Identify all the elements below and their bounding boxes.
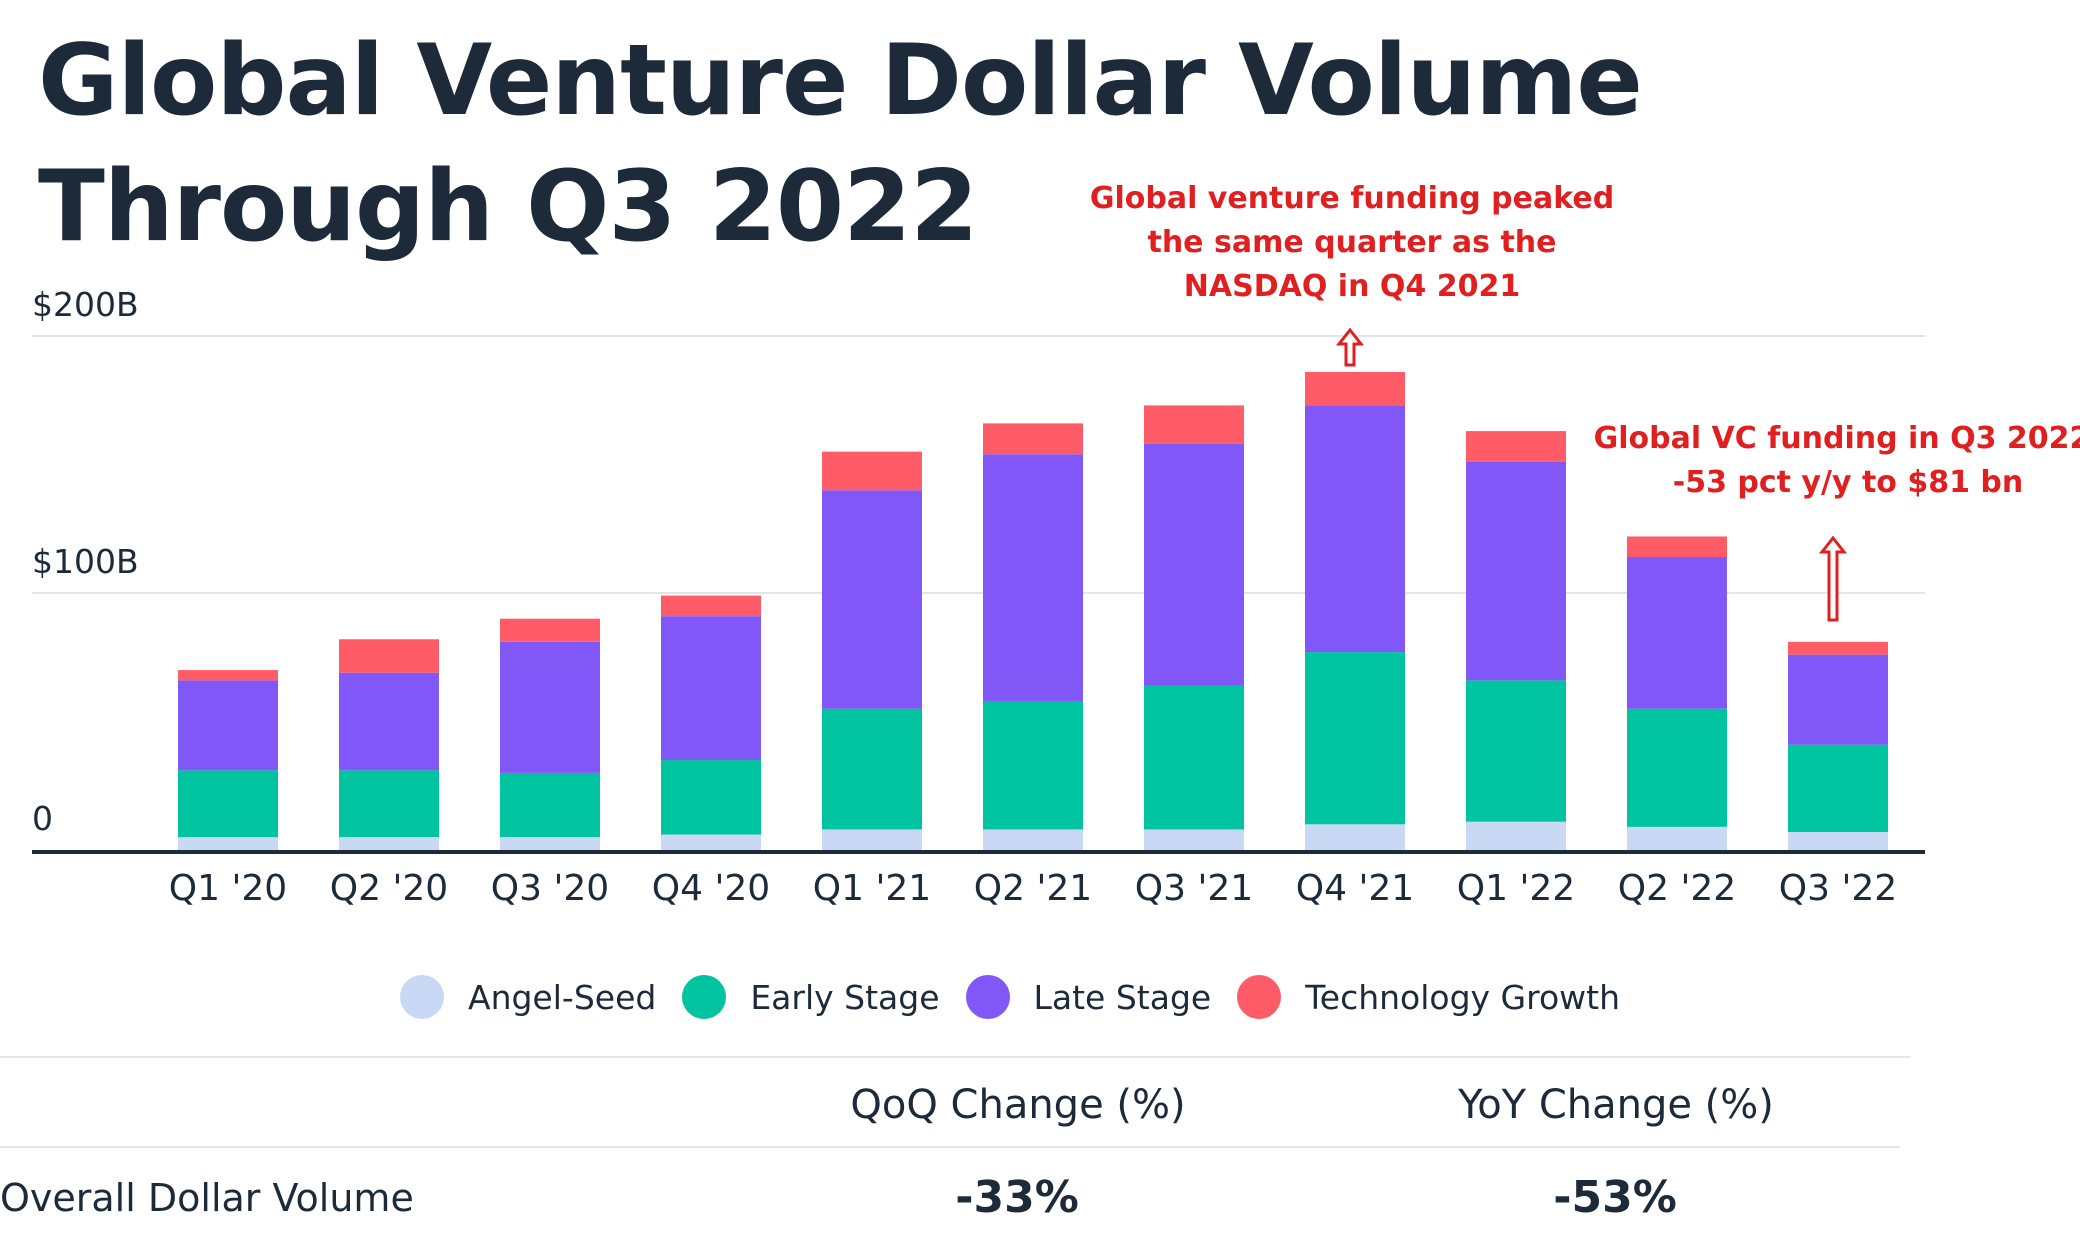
bar-segment-technology-growth [178,670,278,681]
chart-title: Global Venture Dollar Volume Through Q3 … [38,24,1643,264]
legend-item: Technology Growth [1237,975,1620,1019]
bar-segment-late-stage [500,641,600,773]
bar-segment-early-stage [1788,744,1888,833]
bar-segment-early-stage [339,770,439,838]
bar-segment-early-stage [822,708,922,830]
annotation-q3-text: Global VC funding in Q3 2022: [1594,421,2080,456]
legend-item: Angel-Seed [400,975,656,1019]
bar-segment-technology-growth [1788,641,1888,655]
qoq-header: QoQ Change (%) [850,1082,1186,1128]
bar-segment-early-stage [1627,708,1727,827]
bar-segment-angel-seed [983,829,1083,850]
bar-segment-late-stage [1466,461,1566,681]
bar-segment-angel-seed [1305,824,1405,850]
annotation-peak-text: NASDAQ in Q4 2021 [1184,269,1520,304]
bar-segment-angel-seed [822,829,922,850]
y-tick-label: $100B [32,542,139,581]
annotation-peak-arrow-icon [1335,327,1365,367]
yoy-header: YoY Change (%) [1458,1082,1774,1128]
legend-swatch [682,975,727,1019]
x-tick-label: Q3 '20 [491,868,609,909]
legend-swatch [965,975,1010,1019]
bar-segment-angel-seed [1466,821,1566,850]
bar-segment-technology-growth [661,595,761,617]
bar-segment-early-stage [983,700,1083,830]
bar-segment-angel-seed [500,837,600,850]
bar-segment-late-stage [1144,443,1244,686]
stacked-bar-chart: 0 $100B $200B Q1 '20 Q2 '20 Q3 '20 Q4 '20 Q1 '2… [32,181,2080,909]
legend-swatch [400,975,444,1019]
bar-segment-technology-growth [983,423,1083,455]
bar-segment-late-stage [822,490,922,709]
bar-segment-late-stage [661,616,761,761]
x-tick-label: Q4 '20 [652,868,770,909]
x-tick-label: Q4 '21 [1296,868,1414,909]
legend-label: Angel-Seed [468,977,657,1017]
bar-segment-angel-seed [178,837,278,850]
row-label: Overall Dollar Volume [0,1176,414,1220]
legend-label: Early Stage [750,977,940,1017]
x-tick-label: Q1 '20 [169,868,287,909]
bar-segment-angel-seed [339,837,439,850]
bar-segment-technology-growth [500,618,600,642]
bar-segment-angel-seed [1788,832,1888,850]
bar-segment-technology-growth [1466,431,1566,462]
x-tick-label: Q1 '21 [813,868,931,909]
bar-segment-early-stage [500,772,600,838]
x-tick-label: Q3 '21 [1135,868,1253,909]
annotation-peak-text: the same quarter as the [1147,225,1556,260]
bar-segment-late-stage [1627,557,1727,709]
y-tick-label: 0 [32,799,53,838]
legend-item: Late Stage [965,975,1212,1019]
x-tick-label: Q1 '22 [1457,868,1575,909]
x-tick-label: Q2 '21 [974,868,1092,909]
annotation-peak-text: Global venture funding peaked [1090,181,1614,216]
table-header-divider [0,1146,1900,1148]
bar-segment-late-stage [339,672,439,771]
x-tick-label: Q2 '22 [1618,868,1736,909]
legend-label: Technology Growth [1305,977,1621,1017]
bar-segment-late-stage [1788,654,1888,745]
bar-segment-angel-seed [661,834,761,850]
bar-segment-technology-growth [1305,371,1405,406]
annotation-q3-text: -53 pct y/y to $81 bn [1673,465,2024,500]
bar-segment-late-stage [178,680,278,771]
bar-segment-technology-growth [822,451,922,491]
bar-segment-early-stage [1466,680,1566,822]
bar-segment-early-stage [1144,685,1244,830]
annotation-q3-arrow-icon [1818,535,1848,622]
y-tick-label: $200B [32,285,139,324]
bar-segment-early-stage [1305,652,1405,825]
yoy-value: -53% [1553,1172,1677,1223]
bar-segment-angel-seed [1627,826,1727,850]
bar-segment-late-stage [1305,405,1405,653]
bar-segment-early-stage [178,770,278,838]
bar-segment-technology-growth [1627,536,1727,558]
x-tick-label: Q2 '20 [330,868,448,909]
legend-swatch [1237,975,1282,1019]
legend-label: Late Stage [1033,977,1212,1017]
bar-segment-technology-growth [339,639,439,673]
table-top-divider [0,1056,1910,1058]
bar-segment-angel-seed [1144,829,1244,850]
chart-legend: Angel-Seed Early Stage Late Stage Technolog… [400,975,1620,1019]
bar-segment-technology-growth [1144,405,1244,444]
legend-item: Early Stage [682,975,940,1019]
bar-segment-late-stage [983,454,1083,701]
qoq-value: -33% [955,1172,1079,1223]
x-tick-label: Q3 '22 [1779,868,1897,909]
bar-segment-early-stage [661,760,761,835]
